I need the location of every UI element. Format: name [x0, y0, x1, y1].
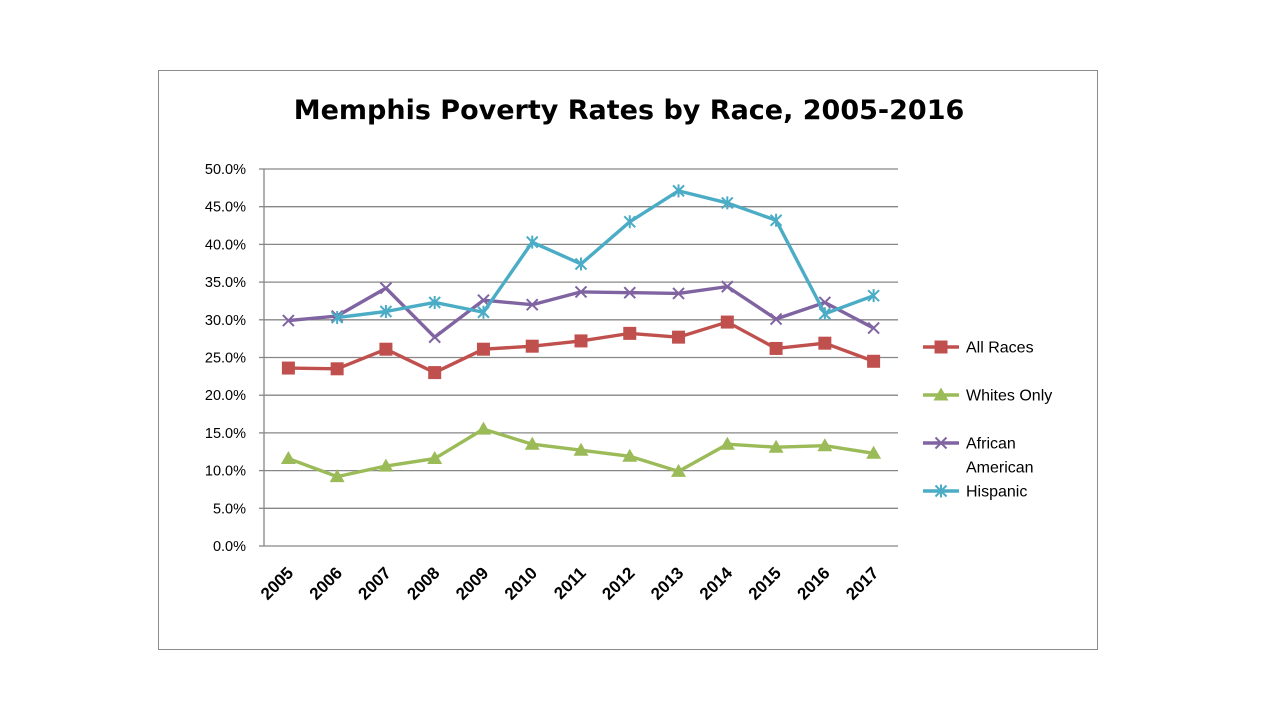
data-point-hispanic	[818, 307, 832, 321]
y-tick-label: 25.0%	[205, 351, 246, 367]
series-layer	[280, 184, 882, 483]
x-tick-label: 2016	[793, 563, 833, 603]
data-point-all-races	[476, 342, 490, 356]
x-tick-label: 2005	[257, 563, 297, 603]
y-tick-label: 35.0%	[205, 275, 246, 291]
data-point-whites-only	[671, 463, 687, 477]
data-point-hispanic	[379, 305, 393, 319]
legend-label: Whites Only	[966, 388, 1052, 405]
x-tick-label: 2006	[306, 563, 346, 603]
data-point-hispanic	[330, 311, 344, 325]
x-tick-label: 2011	[550, 563, 590, 603]
data-point-all-races	[623, 326, 637, 340]
x-tick-label: 2007	[355, 563, 395, 603]
data-point-whites-only	[622, 448, 638, 462]
data-point-whites-only	[768, 439, 784, 453]
data-point-all-races	[769, 341, 783, 355]
legend-label: Hispanic	[966, 484, 1027, 501]
gridlines	[259, 168, 898, 547]
y-tick-label: 10.0%	[205, 464, 246, 480]
data-point-african-american	[428, 330, 441, 344]
data-point-whites-only	[866, 445, 882, 459]
legend-label: African	[966, 436, 1016, 453]
data-point-african-american	[574, 285, 588, 299]
x-tick-label: 2009	[452, 563, 492, 603]
data-point-african-american	[526, 298, 539, 311]
x-tick-label: 2014	[696, 563, 737, 604]
data-point-all-races	[525, 339, 539, 353]
data-point-whites-only	[475, 421, 491, 435]
series-line-hispanic	[336, 189, 875, 320]
legend-item-all-races: All Races	[923, 340, 1034, 357]
chart-title: Memphis Poverty Rates by Race, 2005-2016	[294, 95, 965, 126]
data-point-whites-only	[329, 469, 345, 483]
x-tick-label: 2013	[647, 563, 687, 603]
data-point-hispanic	[672, 184, 685, 198]
x-tick-label: 2015	[745, 563, 785, 603]
x-tick-label: 2010	[501, 563, 541, 603]
data-point-whites-only	[817, 438, 833, 452]
y-tick-label: 45.0%	[205, 200, 246, 216]
x-tick-labels: 2005 2006 2007 2008 2009 2010 2011 2012 2013 2014…	[257, 563, 882, 604]
y-tick-label: 30.0%	[205, 313, 246, 329]
data-point-all-races	[818, 336, 832, 350]
data-point-all-races	[574, 334, 588, 348]
x-tick-label: 2017	[842, 563, 882, 603]
y-tick-label: 20.0%	[205, 388, 246, 404]
data-point-african-american	[672, 287, 685, 300]
data-point-hispanic	[526, 235, 539, 249]
legend-marker	[934, 436, 948, 450]
legend-marker	[933, 387, 949, 401]
legend: All Races Whites Only African American Hispa…	[923, 340, 1052, 501]
data-point-african-american	[867, 321, 880, 335]
data-point-whites-only	[427, 451, 443, 465]
data-point-hispanic	[428, 295, 441, 309]
y-tick-labels: 0.0% 5.0% 10.0% 15.0% 20.0% 25.0% 30.0% 35.0% 40…	[205, 162, 246, 555]
line-chart: Memphis Poverty Rates by Race, 2005-2016…	[205, 95, 1052, 604]
data-point-hispanic	[721, 196, 734, 210]
data-point-all-races	[428, 366, 442, 380]
y-tick-label: 15.0%	[205, 426, 246, 442]
data-point-all-races	[720, 315, 734, 329]
data-point-all-races	[672, 330, 686, 344]
legend-marker	[934, 340, 948, 354]
data-point-african-american	[379, 281, 393, 295]
chart-frame: Memphis Poverty Rates by Race, 2005-2016…	[158, 70, 1098, 650]
legend-label: American	[966, 460, 1034, 477]
data-point-hispanic	[623, 215, 636, 229]
y-tick-label: 50.0%	[205, 162, 246, 178]
data-point-african-american	[282, 314, 295, 327]
data-point-hispanic	[477, 305, 490, 319]
data-point-african-american	[623, 286, 636, 299]
data-point-all-races	[281, 361, 295, 375]
data-point-all-races	[867, 354, 881, 368]
data-point-whites-only	[280, 451, 296, 465]
data-point-whites-only	[719, 436, 735, 450]
data-point-hispanic	[574, 257, 588, 271]
legend-marker	[934, 484, 948, 498]
data-point-hispanic	[867, 289, 880, 303]
data-point-all-races	[330, 362, 344, 376]
data-point-all-races	[379, 342, 393, 356]
data-point-whites-only	[573, 442, 589, 456]
data-point-african-american	[769, 312, 783, 326]
y-tick-label: 40.0%	[205, 237, 246, 253]
legend-item-hispanic: Hispanic	[923, 484, 1027, 501]
data-point-whites-only	[524, 436, 540, 450]
legend-label: All Races	[966, 340, 1034, 357]
data-point-african-american	[477, 293, 490, 307]
legend-item-african-american: African American	[923, 436, 1034, 477]
axes	[263, 169, 898, 547]
y-tick-label: 5.0%	[213, 501, 246, 517]
x-tick-label: 2012	[598, 563, 638, 603]
legend-item-whites-only: Whites Only	[923, 387, 1052, 405]
data-point-hispanic	[769, 213, 783, 227]
data-point-whites-only	[378, 458, 394, 472]
y-tick-label: 0.0%	[213, 539, 246, 555]
x-tick-label: 2008	[403, 563, 443, 603]
data-point-african-american	[721, 280, 734, 293]
